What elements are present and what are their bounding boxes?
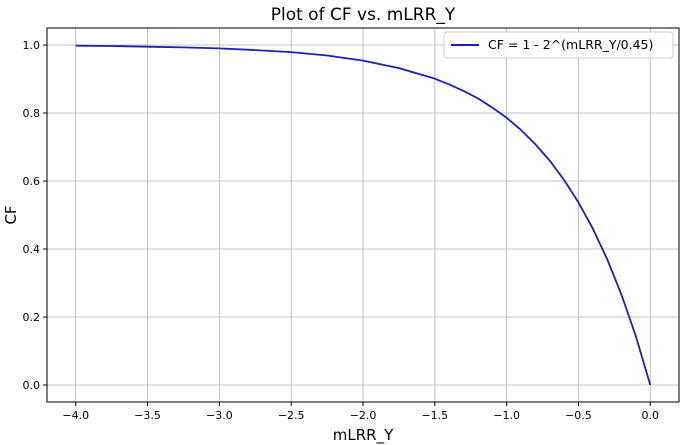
x-tick-label: −2.5 [278,409,305,422]
legend-box [443,31,674,59]
x-tick-label: −3.5 [134,409,161,422]
x-tick-label: −4.0 [62,409,89,422]
x-tick-label: −0.5 [565,409,592,422]
x-tick-label: −1.5 [421,409,448,422]
legend: CF = 1 - 2^(mLRR_Y/0.45) [443,31,674,59]
legend-entry-label: CF = 1 - 2^(mLRR_Y/0.45) [488,37,653,52]
x-axis-ticks: −4.0 −3.5 −3.0 −2.5 −2.0 −1.5 −1.0 −0.5 0.0 [62,402,659,422]
y-axis-label: CF [2,205,20,224]
x-tick-label: −3.0 [206,409,233,422]
grid [47,28,679,402]
x-tick-label: −2.0 [350,409,377,422]
x-tick-label: −1.0 [493,409,520,422]
x-axis-label: mLRR_Y [333,426,394,445]
y-tick-label: 0.4 [23,243,41,256]
y-axis-ticks: 0.0 0.2 0.4 0.6 0.8 1.0 [23,39,47,392]
y-tick-label: 0.2 [23,311,41,324]
y-tick-label: 0.0 [23,379,41,392]
y-tick-label: 0.6 [23,175,41,188]
series-layer [75,44,652,386]
y-tick-label: 1.0 [23,39,41,52]
y-tick-label: 0.8 [23,107,41,120]
series-line-cf [75,44,652,386]
chart-title: Plot of CF vs. mLRR_Y [271,5,456,25]
x-tick-label: 0.0 [642,409,660,422]
